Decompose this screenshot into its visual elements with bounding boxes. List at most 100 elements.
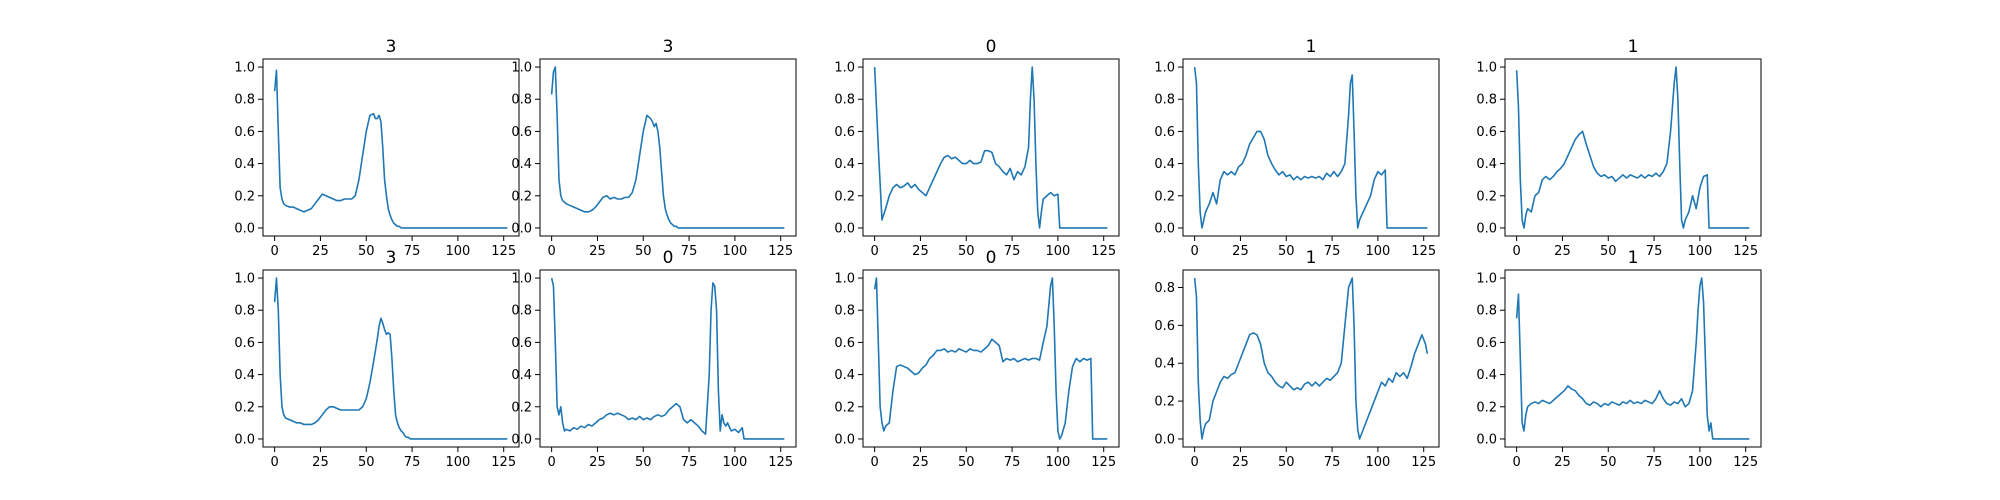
y-tick-label: 0.4 [834, 157, 855, 172]
x-tick-label: 100 [1045, 244, 1070, 259]
x-tick-label: 75 [1004, 244, 1021, 259]
axes-frame [862, 58, 1120, 237]
y-tick-label: 1.0 [1154, 61, 1175, 76]
series-line [1515, 66, 1750, 229]
subplot-6: 0 25 50 75 100 125 0.0 0.2 0.4 0.6 0.8 1.0 3 [234, 248, 520, 470]
subplot-title: 3 [386, 248, 397, 268]
x-tick-label: 25 [1554, 244, 1571, 259]
x-tick-label: 0 [1512, 244, 1520, 259]
y-tick-label: 0.4 [834, 368, 855, 383]
y-tick-label: 0.6 [234, 125, 255, 140]
x-tick-label: 75 [681, 244, 698, 259]
x-tick-label: 125 [491, 244, 516, 259]
y-tick-label: 1.0 [511, 61, 532, 76]
x-tick-label: 125 [768, 455, 793, 470]
axes-frame [1182, 269, 1440, 448]
y-tick-label: 0.8 [1476, 93, 1497, 108]
y-tick-label: 0.8 [1154, 93, 1175, 108]
axes-frame [539, 269, 797, 448]
y-tick-label: 1.0 [1476, 272, 1497, 287]
x-tick-label: 50 [635, 244, 652, 259]
y-tick-label: 0.6 [1154, 125, 1175, 140]
subplot-4: 0 25 50 75 100 125 0.0 0.2 0.4 0.6 0.8 1.0 1 [1154, 37, 1440, 259]
subplot-9: 0 25 50 75 100 125 0.0 0.2 0.4 0.6 0.8 1 [1154, 248, 1440, 470]
x-tick-label: 125 [1733, 455, 1758, 470]
x-tick-label: 0 [870, 244, 878, 259]
y-tick-label: 0.4 [511, 157, 532, 172]
y-tick-label: 1.0 [511, 272, 532, 287]
series-line [1193, 66, 1428, 229]
y-tick-label: 0.2 [1154, 395, 1175, 410]
axes-frame [1504, 58, 1762, 237]
series-line [550, 66, 785, 229]
axes-frame [1504, 269, 1762, 448]
x-tick-label: 125 [491, 455, 516, 470]
subplot-title: 3 [386, 37, 397, 57]
x-tick-label: 0 [270, 244, 278, 259]
x-tick-label: 25 [312, 455, 329, 470]
y-tick-label: 0.8 [834, 304, 855, 319]
y-tick-label: 0.6 [234, 336, 255, 351]
y-tick-label: 1.0 [834, 61, 855, 76]
x-tick-label: 50 [958, 455, 975, 470]
x-tick-label: 75 [1646, 455, 1663, 470]
subplot-title: 1 [1306, 248, 1317, 268]
x-tick-label: 25 [589, 244, 606, 259]
x-tick-label: 50 [358, 455, 375, 470]
y-tick-label: 1.0 [834, 272, 855, 287]
y-tick-label: 0.4 [1476, 368, 1497, 383]
y-tick-label: 0.8 [1154, 281, 1175, 296]
x-tick-label: 100 [1687, 455, 1712, 470]
y-tick-label: 0.4 [511, 368, 532, 383]
x-tick-label: 100 [722, 244, 747, 259]
axes-frame [1182, 58, 1440, 237]
subplot-1: 0 25 50 75 100 125 0.0 0.2 0.4 0.6 0.8 1.0 3 [234, 37, 520, 259]
y-tick-label: 0.6 [511, 336, 532, 351]
y-tick-label: 0.8 [834, 93, 855, 108]
x-tick-label: 0 [547, 244, 555, 259]
series-line [873, 66, 1108, 229]
y-tick-label: 0.6 [834, 125, 855, 140]
x-tick-label: 25 [912, 455, 929, 470]
y-tick-label: 0.4 [1476, 157, 1497, 172]
x-tick-label: 100 [1687, 244, 1712, 259]
series-line [1515, 277, 1750, 440]
y-tick-label: 0.0 [511, 432, 532, 447]
x-tick-label: 0 [1512, 455, 1520, 470]
x-tick-label: 25 [312, 244, 329, 259]
x-tick-label: 100 [1365, 244, 1390, 259]
series-line [273, 69, 508, 229]
y-tick-label: 0.0 [511, 221, 532, 236]
y-tick-label: 0.6 [511, 125, 532, 140]
x-tick-label: 75 [1324, 455, 1341, 470]
subplot-title: 0 [663, 248, 674, 268]
y-tick-label: 1.0 [1476, 61, 1497, 76]
x-tick-label: 100 [722, 455, 747, 470]
y-tick-label: 0.2 [511, 400, 532, 415]
y-tick-label: 0.8 [234, 93, 255, 108]
subplot-title: 0 [986, 37, 997, 57]
y-tick-label: 0.2 [511, 189, 532, 204]
axes-frame [262, 269, 520, 448]
series-line [1193, 277, 1429, 440]
y-tick-label: 0.2 [234, 400, 255, 415]
x-tick-label: 50 [1600, 455, 1617, 470]
x-tick-label: 25 [1554, 455, 1571, 470]
subplot-5: 0 25 50 75 100 125 0.0 0.2 0.4 0.6 0.8 1.0 1 [1476, 37, 1762, 259]
x-tick-label: 100 [1045, 455, 1070, 470]
x-tick-label: 50 [1600, 244, 1617, 259]
y-tick-label: 0.2 [1476, 400, 1497, 415]
series-line [273, 277, 508, 440]
series-line [873, 277, 1108, 440]
x-tick-label: 100 [445, 455, 470, 470]
x-tick-label: 50 [358, 244, 375, 259]
y-tick-label: 0.2 [834, 189, 855, 204]
x-tick-label: 75 [404, 455, 421, 470]
x-tick-label: 125 [1091, 455, 1116, 470]
x-tick-label: 0 [1190, 455, 1198, 470]
subplot-title: 0 [986, 248, 997, 268]
x-tick-label: 75 [1646, 244, 1663, 259]
x-tick-label: 0 [870, 455, 878, 470]
x-tick-label: 100 [445, 244, 470, 259]
